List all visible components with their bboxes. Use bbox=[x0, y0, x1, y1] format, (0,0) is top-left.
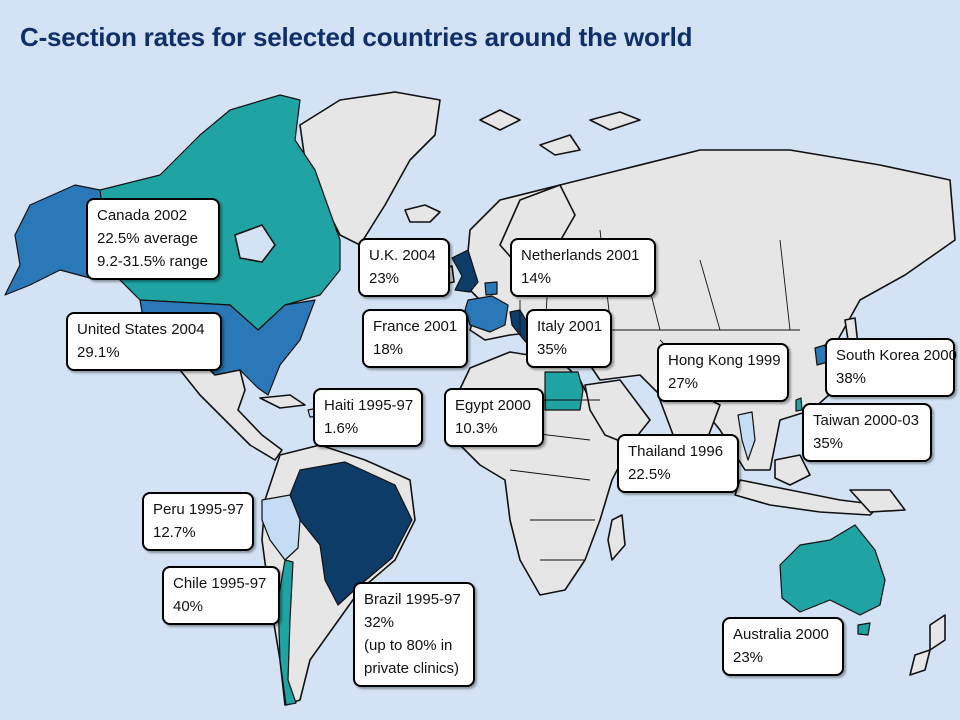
mexico bbox=[169, 344, 283, 461]
callout-egypt: Egypt 2000 10.3% bbox=[444, 388, 544, 447]
callout-heading: Brazil 1995-97 bbox=[364, 591, 461, 608]
hudson-bay bbox=[234, 224, 276, 263]
tasmania bbox=[857, 622, 871, 636]
callout-australia: Australia 2000 23% bbox=[722, 617, 844, 676]
callout-chile: Chile 1995-97 40% bbox=[162, 566, 280, 625]
callout-taiwan: Taiwan 2000-03 35% bbox=[802, 403, 932, 462]
callout-line: private clinics) bbox=[364, 660, 460, 677]
iceland bbox=[404, 204, 441, 223]
callout-heading: Taiwan 2000-03 bbox=[813, 412, 919, 429]
callout-line: 14% bbox=[521, 270, 552, 287]
callout-heading: France 2001 bbox=[373, 318, 458, 335]
callout-line: 9.2-31.5% range bbox=[97, 253, 208, 270]
callout-heading: Netherlands 2001 bbox=[521, 247, 640, 264]
callout-heading: United States 2004 bbox=[77, 321, 205, 338]
egypt-region bbox=[544, 371, 584, 411]
callout-italy: Italy 2001 35% bbox=[526, 309, 612, 368]
callout-heading: U.K. 2004 bbox=[369, 247, 436, 264]
callout-uk: U.K. 2004 23% bbox=[358, 238, 450, 297]
callout-heading: Chile 1995-97 bbox=[173, 575, 267, 592]
australia-region bbox=[779, 524, 886, 616]
callout-line: 22.5% bbox=[628, 466, 671, 483]
new-zealand bbox=[929, 614, 946, 651]
indonesia bbox=[734, 479, 881, 516]
callout-heading: Australia 2000 bbox=[733, 626, 829, 643]
callout-hongkong: Hong Kong 1999 27% bbox=[657, 343, 789, 402]
borneo bbox=[774, 454, 811, 486]
arctic-island-3 bbox=[539, 134, 581, 156]
new-guinea bbox=[849, 489, 906, 513]
callout-heading: Haiti 1995-97 bbox=[324, 397, 414, 414]
callout-line: 29.1% bbox=[77, 344, 120, 361]
callout-heading: Canada 2002 bbox=[97, 207, 188, 224]
uk-region bbox=[451, 249, 479, 293]
callout-thailand: Thailand 1996 22.5% bbox=[617, 434, 739, 493]
alaska-region bbox=[4, 184, 111, 296]
callout-heading: Italy 2001 bbox=[537, 318, 603, 335]
callout-france: France 2001 18% bbox=[362, 309, 468, 368]
callout-southkorea: South Korea 2000 38% bbox=[825, 338, 957, 397]
callout-line: (up to 80% in bbox=[364, 637, 453, 654]
callout-line: 32% bbox=[364, 614, 395, 631]
arctic-island-2 bbox=[479, 109, 521, 131]
callout-line: 23% bbox=[369, 270, 400, 287]
callout-line: 23% bbox=[733, 649, 764, 666]
callout-line: 27% bbox=[668, 375, 699, 392]
callout-netherlands: Netherlands 2001 14% bbox=[510, 238, 656, 297]
callout-line: 38% bbox=[836, 370, 867, 387]
cuba bbox=[259, 394, 306, 409]
callout-line: 10.3% bbox=[455, 420, 498, 437]
callout-heading: Thailand 1996 bbox=[628, 443, 724, 460]
callout-haiti: Haiti 1995-97 1.6% bbox=[313, 388, 423, 447]
callout-heading: Peru 1995-97 bbox=[153, 501, 244, 518]
callout-us: United States 2004 29.1% bbox=[66, 312, 222, 371]
thailand-region bbox=[737, 411, 756, 461]
callout-brazil: Brazil 1995-97 32% (up to 80% in private cl… bbox=[353, 582, 475, 687]
netherlands-region bbox=[484, 281, 498, 296]
arctic-island-1 bbox=[589, 111, 641, 131]
new-zealand-south bbox=[909, 649, 931, 676]
callout-line: 35% bbox=[537, 341, 568, 358]
peru-region bbox=[261, 494, 301, 561]
callout-heading: Egypt 2000 bbox=[455, 397, 531, 414]
callout-line: 22.5% average bbox=[97, 230, 198, 247]
callout-line: 1.6% bbox=[324, 420, 359, 437]
madagascar bbox=[607, 514, 626, 561]
callout-line: 12.7% bbox=[153, 524, 196, 541]
callout-line: 40% bbox=[173, 598, 204, 615]
callout-heading: South Korea 2000 bbox=[836, 347, 957, 364]
callout-line: 35% bbox=[813, 435, 844, 452]
callout-canada: Canada 2002 22.5% average 9.2-31.5% range bbox=[86, 198, 220, 280]
callout-peru: Peru 1995-97 12.7% bbox=[142, 492, 254, 551]
callout-line: 18% bbox=[373, 341, 404, 358]
map-title: C-section rates for selected countries a… bbox=[20, 22, 693, 52]
callout-heading: Hong Kong 1999 bbox=[668, 352, 781, 369]
